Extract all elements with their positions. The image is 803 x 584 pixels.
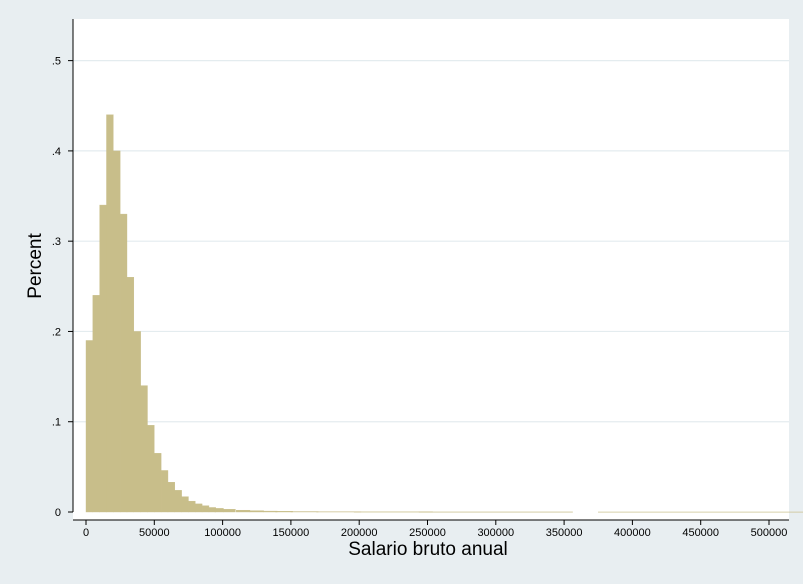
histogram-bar [174, 490, 182, 513]
x-axis-ticks: 0 50000 100000 150000 200000 250000 300000 3500… [83, 520, 787, 539]
y-tick-label: .1 [52, 417, 61, 429]
x-tick-label: 200000 [341, 527, 378, 539]
grid-lines [73, 60, 789, 423]
histogram-bar [147, 425, 155, 513]
x-tick-label: 300000 [477, 527, 514, 539]
histogram-bar [214, 508, 224, 513]
x-axis-title: Salario bruto anual [348, 539, 508, 560]
x-tick-label: 100000 [204, 527, 241, 539]
x-tick-label: 450000 [682, 527, 719, 539]
histogram-bar [154, 453, 162, 513]
y-axis-title: Percent [25, 233, 46, 299]
histogram-bar [160, 470, 169, 513]
histogram-bar [85, 340, 94, 513]
histogram-bar [223, 509, 236, 513]
x-tick-label: 50000 [139, 527, 170, 539]
histogram-bar [263, 510, 278, 513]
histogram-bar [249, 510, 264, 513]
histogram-bar [92, 295, 100, 513]
histogram-bar [113, 150, 121, 513]
plot-area [73, 19, 789, 520]
histogram-bar [201, 505, 210, 513]
y-tick-label: .4 [52, 146, 61, 158]
histogram-bar [126, 277, 135, 513]
y-tick-label: 0 [55, 507, 61, 519]
x-tick-label: 350000 [546, 527, 583, 539]
histogram-bar [181, 496, 189, 513]
histogram-bar [275, 511, 293, 513]
x-tick-label: 0 [83, 527, 89, 539]
histogram-bar [188, 500, 196, 513]
histogram-bar [195, 503, 203, 513]
x-tick-label: 400000 [614, 527, 651, 539]
y-tick-label: .3 [52, 236, 61, 248]
x-tick-label: 250000 [409, 527, 446, 539]
y-tick-label: .2 [52, 326, 61, 338]
histogram-bar [236, 509, 251, 513]
histogram-bar [99, 204, 107, 513]
x-tick-label: 150000 [273, 527, 310, 539]
x-tick-label: 500000 [751, 527, 788, 539]
histogram-bar [106, 114, 114, 513]
histogram-bar [140, 385, 148, 513]
y-axis-ticks: 0 .1 .2 .3 .4 .5 [52, 56, 73, 519]
histogram-bars [85, 114, 803, 513]
y-tick-label: .5 [52, 56, 61, 68]
histogram-bar [119, 213, 128, 513]
histogram-bar [133, 331, 141, 513]
histogram-bar [167, 482, 175, 513]
